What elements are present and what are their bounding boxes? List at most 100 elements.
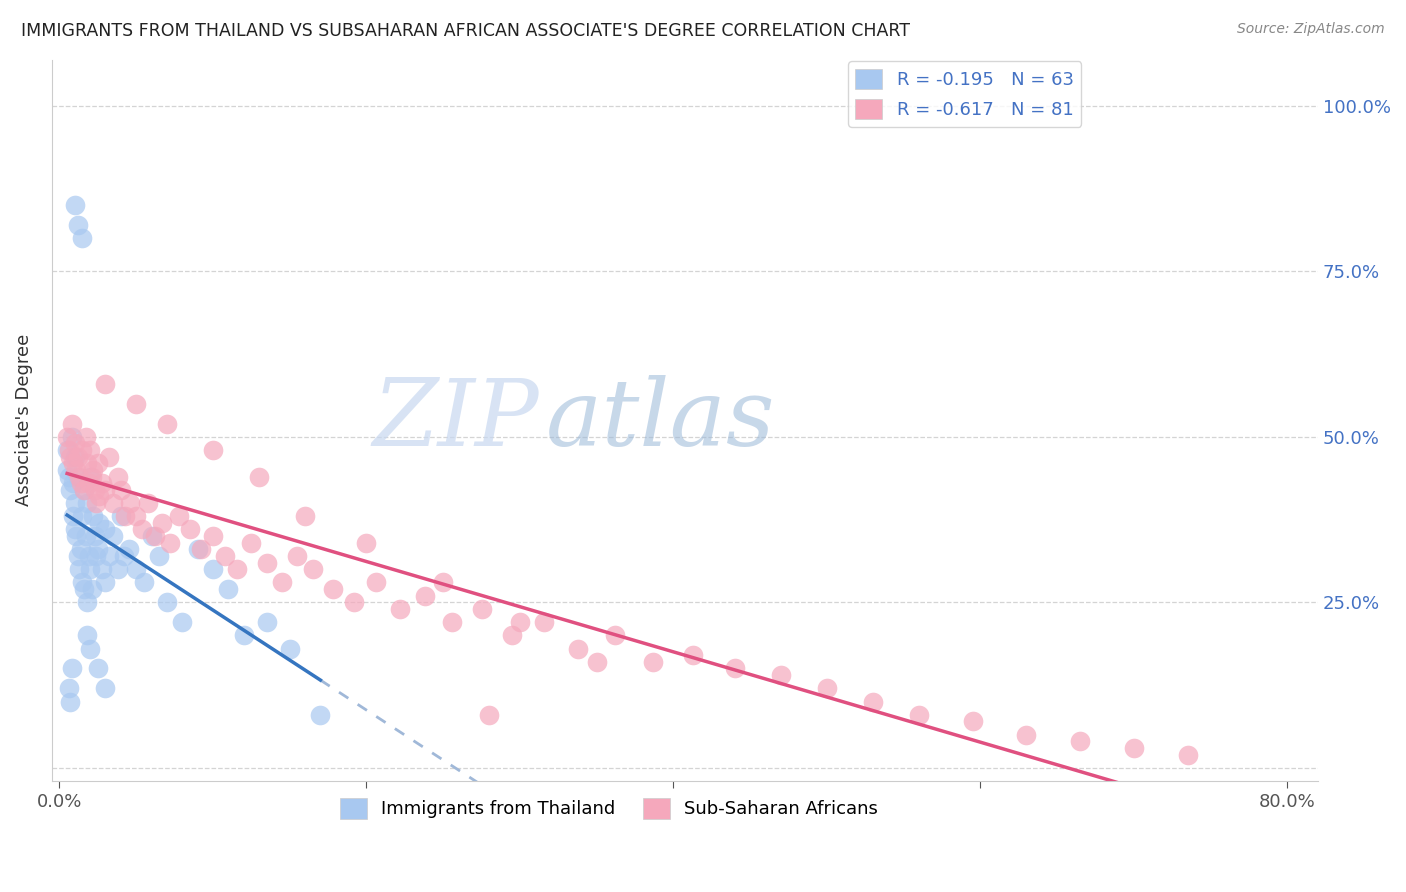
Point (84, 496, 107, 510)
Point (301, 562, 323, 576)
Point (62, 509, 84, 524)
Point (294, 509, 316, 524)
Point (97, 450, 120, 464)
Point (256, 615, 278, 629)
Point (309, 707, 332, 722)
Text: ZIP: ZIP (373, 376, 540, 466)
Point (63, 450, 86, 464)
Point (65, 529, 87, 543)
Point (76, 456, 98, 470)
Point (73, 483, 96, 497)
Text: IMMIGRANTS FROM THAILAND VS SUBSAHARAN AFRICAN ASSOCIATE'S DEGREE CORRELATION CH: IMMIGRANTS FROM THAILAND VS SUBSAHARAN A… (21, 22, 910, 40)
Point (343, 595, 366, 609)
Point (70, 542, 93, 557)
Point (322, 582, 344, 596)
Point (724, 661, 747, 675)
Point (83, 483, 105, 497)
Point (187, 542, 209, 557)
Point (201, 562, 224, 576)
Point (72, 575, 94, 590)
Point (501, 628, 523, 642)
Point (59, 483, 82, 497)
Point (364, 575, 387, 590)
Point (125, 562, 148, 576)
Point (156, 595, 179, 609)
Point (58, 443, 80, 458)
Point (256, 556, 278, 570)
Point (232, 628, 254, 642)
Point (118, 496, 141, 510)
Point (72, 509, 94, 524)
Point (94, 681, 117, 696)
Legend: Immigrants from Thailand, Sub-Saharan Africans: Immigrants from Thailand, Sub-Saharan Af… (333, 791, 886, 826)
Point (226, 562, 249, 576)
Point (58, 681, 80, 696)
Point (94, 483, 117, 497)
Point (107, 562, 129, 576)
Point (190, 542, 212, 557)
Point (478, 707, 501, 722)
Point (240, 535, 263, 549)
Point (77, 476, 100, 491)
Point (815, 681, 838, 696)
Point (75, 529, 97, 543)
Point (159, 535, 181, 549)
Point (73, 582, 96, 596)
Point (82, 463, 104, 477)
Point (117, 542, 139, 557)
Point (65, 463, 87, 477)
Point (1177, 747, 1199, 762)
Point (110, 483, 132, 497)
Point (76, 628, 98, 642)
Point (87, 456, 110, 470)
Point (201, 443, 224, 458)
Point (60, 417, 83, 431)
Point (97, 549, 120, 563)
Point (201, 529, 224, 543)
Point (89, 516, 111, 530)
Point (89, 490, 111, 504)
Point (247, 469, 270, 483)
Point (962, 714, 984, 729)
Point (356, 535, 378, 549)
Point (214, 549, 236, 563)
Point (70, 476, 93, 491)
Point (110, 509, 132, 524)
Point (172, 615, 194, 629)
Point (79, 443, 101, 458)
Point (56, 463, 79, 477)
Point (76, 496, 98, 510)
Point (389, 602, 412, 616)
Text: atlas: atlas (546, 376, 775, 466)
Point (77, 549, 100, 563)
Point (83, 529, 105, 543)
Point (101, 496, 124, 510)
Point (769, 668, 792, 682)
Point (62, 456, 84, 470)
Point (58, 469, 80, 483)
Point (75, 430, 97, 444)
Point (79, 562, 101, 576)
Point (271, 575, 294, 590)
Point (56, 430, 79, 444)
Point (585, 655, 607, 669)
Point (72, 443, 94, 458)
Point (148, 549, 170, 563)
Point (80, 582, 103, 596)
Point (114, 509, 136, 524)
Point (80, 469, 103, 483)
Point (131, 523, 153, 537)
Point (63, 198, 86, 212)
Point (112, 549, 135, 563)
Point (87, 661, 110, 675)
Point (509, 615, 531, 629)
Point (94, 376, 117, 391)
Point (91, 476, 114, 491)
Point (217, 582, 239, 596)
Point (59, 695, 82, 709)
Point (567, 641, 589, 656)
Text: Source: ZipAtlas.com: Source: ZipAtlas.com (1237, 22, 1385, 37)
Point (82, 509, 104, 524)
Point (63, 523, 86, 537)
Point (91, 562, 114, 576)
